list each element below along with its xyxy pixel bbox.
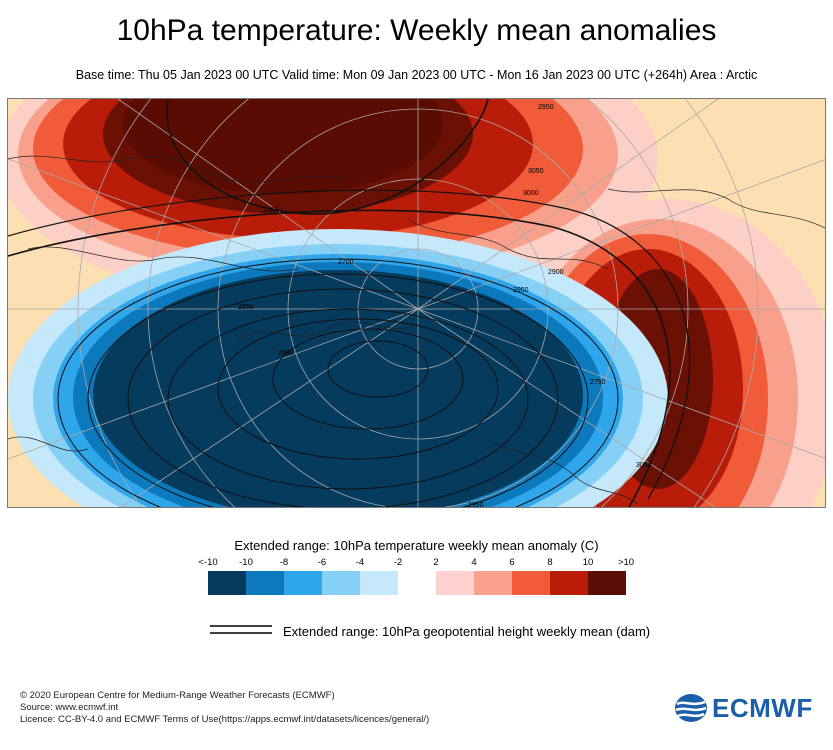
contour-label: 3050 xyxy=(636,462,652,469)
ecmwf-globe-icon xyxy=(675,694,707,722)
legend-tick-label: >10 xyxy=(617,557,635,568)
legend-tick-label: 2 xyxy=(433,557,439,568)
legend-tick-label: -8 xyxy=(279,557,289,568)
map-svg: 2100 3050 3000 2950 2900 2850 2800 2750 … xyxy=(8,99,825,508)
height-contours xyxy=(8,99,691,507)
contour-label: 2900 xyxy=(548,269,564,276)
legend-tick-label: 10 xyxy=(582,557,594,568)
contour-label: 2800 xyxy=(278,350,294,357)
contour-label: 3000 xyxy=(523,190,539,197)
warm-anomaly-core xyxy=(123,99,443,194)
legend-tick-label: 6 xyxy=(509,557,515,568)
footer-copyright: © 2020 European Centre for Medium-Range … xyxy=(20,690,335,701)
legend-swatch xyxy=(512,571,550,595)
contour-label: 2850 xyxy=(238,304,254,311)
arctic-map: 2100 3050 3000 2950 2900 2850 2800 2750 … xyxy=(7,98,826,508)
legend-swatch xyxy=(436,571,474,595)
chart-title: 10hPa temperature: Weekly mean anomalies xyxy=(116,14,717,47)
contour-label: 2950 xyxy=(513,287,529,294)
legend-tick-label: -4 xyxy=(355,557,365,568)
cold-anomaly-10 xyxy=(93,270,583,507)
legend-tick-label: 4 xyxy=(471,557,477,568)
ecmwf-logo: ECMWF xyxy=(674,693,813,723)
contour-label: 3050 xyxy=(528,168,544,175)
contour-label: 2700 xyxy=(338,259,354,266)
legend-swatch xyxy=(550,571,588,595)
legend-swatch xyxy=(284,571,322,595)
legend-swatch xyxy=(322,571,360,595)
legend-title: Extended range: 10hPa temperature weekly… xyxy=(234,538,599,553)
legend-swatch xyxy=(474,571,512,595)
legend-tick-label: 8 xyxy=(547,557,553,568)
contour-label: 2750 xyxy=(590,379,606,386)
footer-licence: Licence: CC-BY-4.0 and ECMWF Terms of Us… xyxy=(20,714,430,725)
contour-label: 2950 xyxy=(538,104,554,111)
legend-swatch xyxy=(360,571,398,595)
ecmwf-logo-text: ECMWF xyxy=(712,692,813,723)
height-line-legend-label: Extended range: 10hPa geopotential heigh… xyxy=(283,624,651,639)
contour-label: 2950 xyxy=(468,502,484,508)
legend-swatch xyxy=(246,571,284,595)
legend-tick-label: -10 xyxy=(239,557,253,568)
height-line-legend-icon xyxy=(210,625,272,634)
legend-tick-label: -2 xyxy=(393,557,403,568)
coastlines xyxy=(8,155,825,505)
contour-label: 2100 xyxy=(263,207,279,214)
legend-tick-label: <-10 xyxy=(198,557,218,568)
legend-swatch xyxy=(588,571,626,595)
legend-swatch xyxy=(208,571,246,595)
footer-source: Source: www.ecmwf.int xyxy=(20,702,119,713)
chart-subtitle: Base time: Thu 05 Jan 2023 00 UTC Valid … xyxy=(75,68,758,82)
legend-tick-label: -6 xyxy=(317,557,327,568)
contour-label-group: 2100 3050 3000 2950 2900 2850 2800 2750 … xyxy=(238,104,652,508)
